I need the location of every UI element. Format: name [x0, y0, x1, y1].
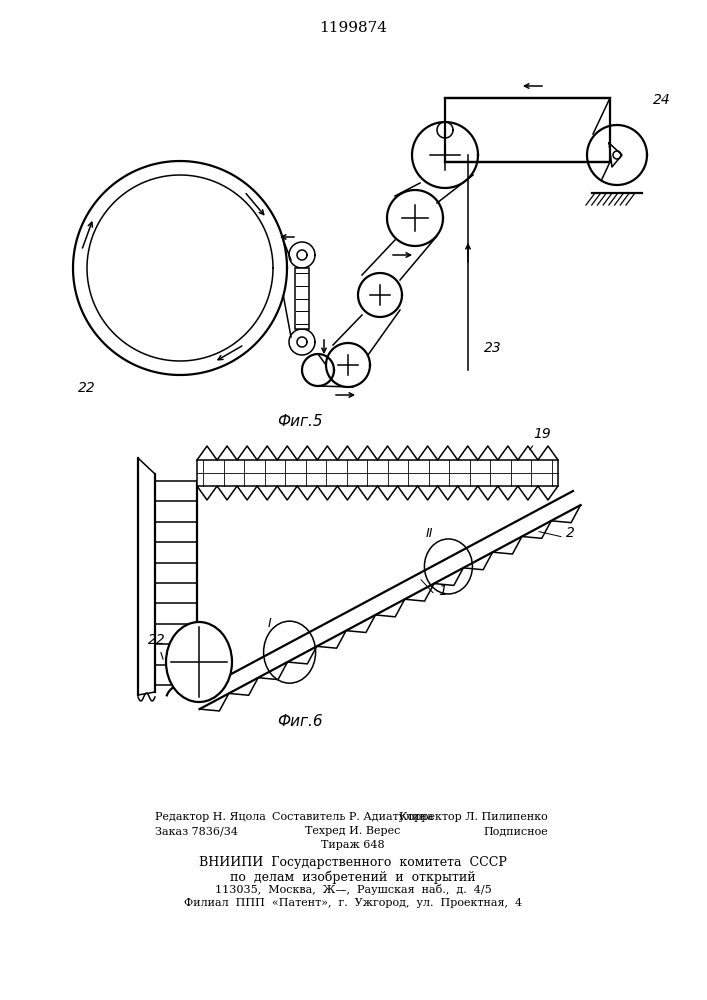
Text: 1199874: 1199874: [319, 21, 387, 35]
Text: 23: 23: [484, 341, 502, 355]
Text: Филиал  ППП  «Патент»,  г.  Ужгород,  ул.  Проектная,  4: Филиал ППП «Патент», г. Ужгород, ул. Про…: [184, 898, 522, 908]
Bar: [445, 98, 610, 162]
Text: Корректор Л. Пилипенко: Корректор Л. Пилипенко: [399, 812, 548, 822]
Text: Подписное: Подписное: [484, 826, 548, 836]
Text: Заказ 7836/34: Заказ 7836/34: [155, 826, 238, 836]
Bar: [197, 460, 558, 486]
Text: ВНИИПИ  Государственного  комитета  СССР: ВНИИПИ Государственного комитета СССР: [199, 856, 507, 869]
Text: Редактор Н. Яцола: Редактор Н. Яцола: [155, 812, 266, 822]
Text: I: I: [267, 617, 271, 630]
Text: 24: 24: [653, 93, 671, 107]
Text: 1: 1: [438, 584, 447, 598]
Text: Тираж 648: Тираж 648: [321, 840, 385, 850]
Bar: [295, 268, 309, 329]
Text: Техред И. Верес: Техред И. Верес: [305, 826, 401, 836]
Text: Фиг.5: Фиг.5: [277, 414, 323, 430]
Text: Составитель Р. Адиатулина: Составитель Р. Адиатулина: [272, 812, 434, 822]
Text: 2: 2: [566, 526, 575, 540]
Text: 22: 22: [148, 633, 165, 659]
Text: 22: 22: [78, 381, 96, 395]
Text: по  делам  изобретений  и  открытий: по делам изобретений и открытий: [230, 870, 476, 884]
Text: 113035,  Москва,  Ж—̵,  Раушская  наб.,  д.  4/5: 113035, Москва, Ж—̵, Раушская наб., д. 4…: [215, 884, 491, 895]
Text: Фиг.6: Фиг.6: [277, 714, 323, 730]
Ellipse shape: [166, 622, 232, 702]
Text: 19: 19: [530, 427, 551, 450]
Text: II: II: [426, 527, 433, 540]
